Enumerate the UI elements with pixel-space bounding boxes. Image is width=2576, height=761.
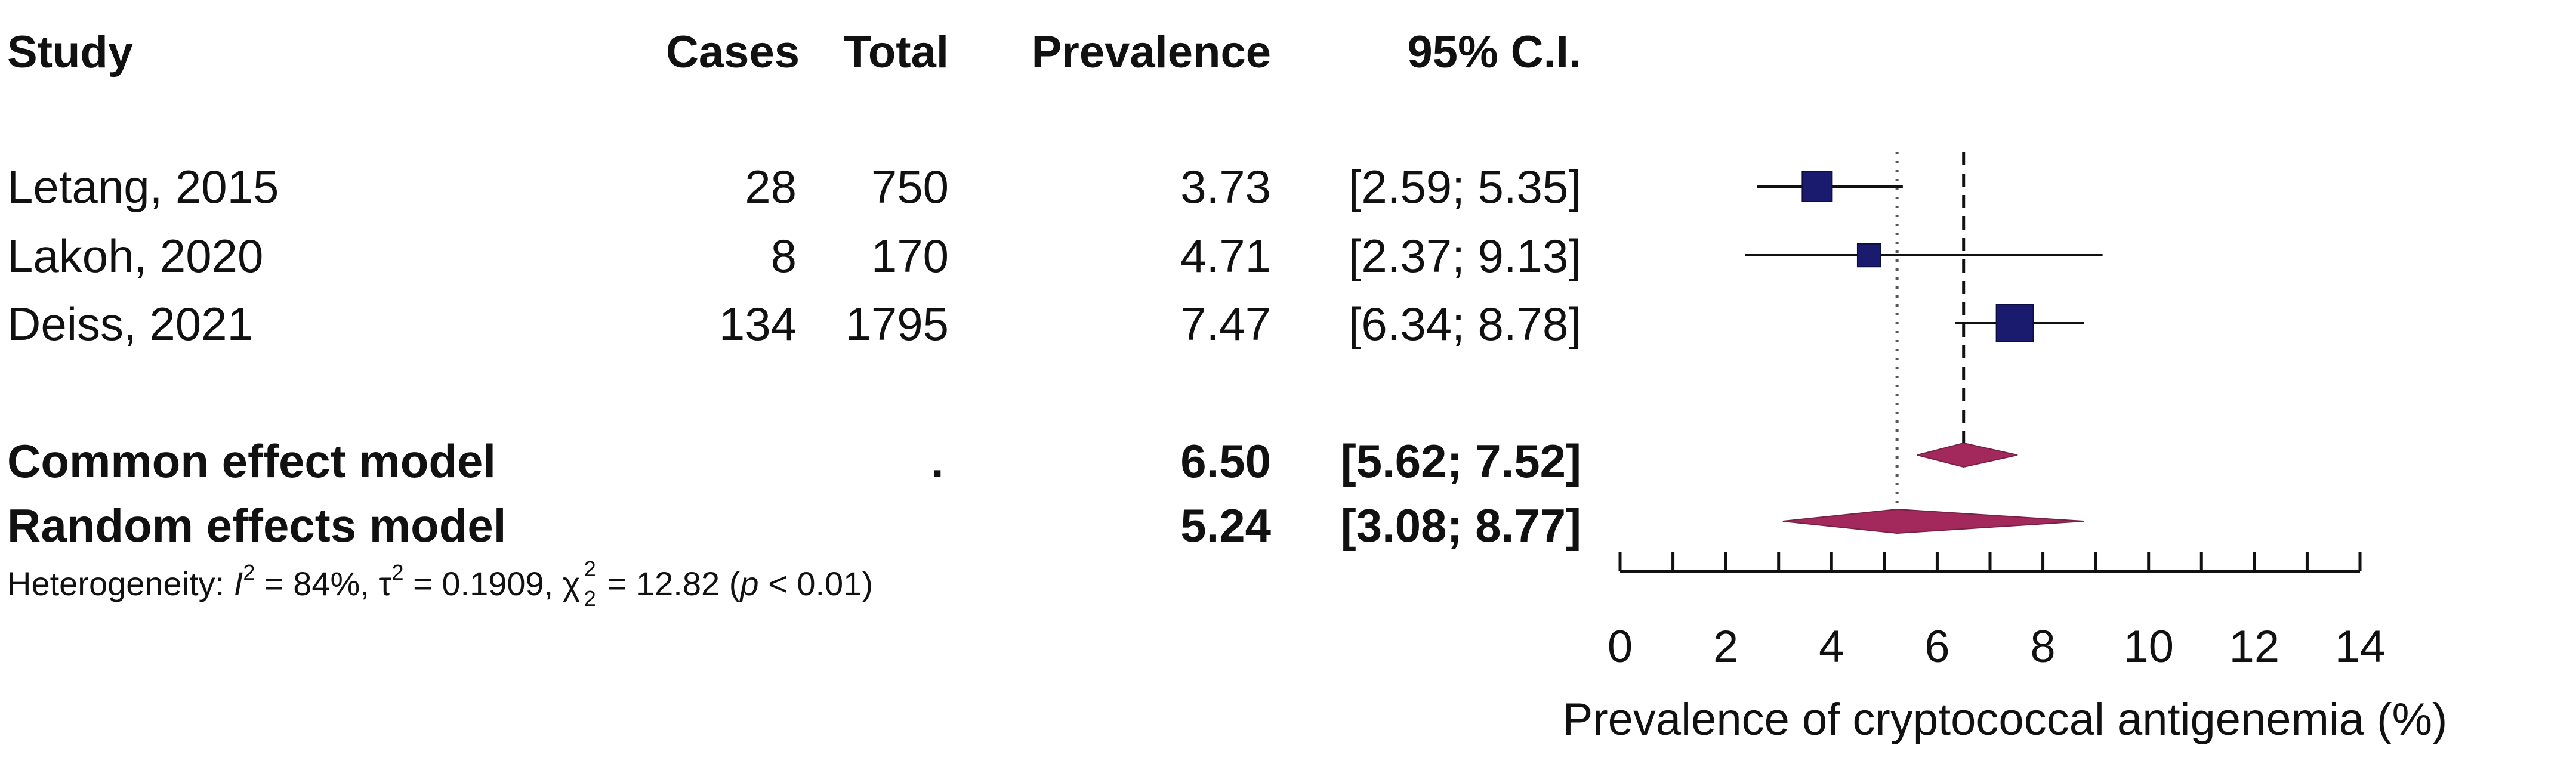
model-prevalence-common: 6.50 [1180,435,1271,487]
hetero-chi-value: = 12.82 ( [598,565,741,602]
study-square [1856,243,1881,268]
hetero-i2-sup: 2 [243,560,255,584]
header-study: Study [7,27,134,78]
study-cases: 8 [770,230,797,282]
x-tick-label: 14 [2335,621,2386,672]
model-prevalence-random: 5.24 [1180,499,1271,552]
hetero-i2-value: = 84%, [255,565,379,602]
model-label-common: Common effect model [7,435,496,487]
study-total: 750 [871,160,949,213]
study-total: 170 [871,230,949,282]
study-cases: 28 [745,160,797,213]
header-total: Total [844,27,949,78]
hetero-tau-value: = 0.1909, [403,565,563,602]
model-ci-common: [5.62; 7.52] [1340,435,1581,487]
x-tick-label: 0 [1608,621,1633,672]
hetero-p-symbol: p [740,565,759,602]
study-prevalence: 4.71 [1180,230,1271,282]
study-cases: 134 [718,298,797,350]
study-ci: [6.34; 8.78] [1348,298,1581,350]
study-name: Deiss, 2021 [7,298,253,350]
hetero-prefix: Heterogeneity: [7,565,234,602]
header-prevalence: Prevalence [1031,27,1271,78]
common-effect-diamond [1917,442,2018,468]
study-name: Letang, 2015 [7,160,279,213]
x-tick-label: 8 [2030,621,2055,672]
study-square [1995,304,2034,342]
study-ci: [2.59; 5.35] [1348,160,1581,213]
x-tick-label: 2 [1713,621,1738,672]
hetero-i2-symbol: I [233,565,243,602]
model-dot-common: . [931,435,944,487]
study-square [1801,171,1833,202]
study-ci: [2.37; 9.13] [1348,230,1581,282]
model-ci-random: [3.08; 8.77] [1340,499,1581,552]
header-cases: Cases [666,27,800,78]
random-effects-diamond [1782,508,2084,534]
x-axis-label: Prevalence of cryptococcal antigenemia (… [1563,694,2448,745]
hetero-tau-symbol: τ [378,565,392,602]
study-prevalence: 3.73 [1180,160,1271,213]
study-total: 1795 [845,298,949,350]
model-label-random: Random effects model [7,499,507,552]
study-name: Lakoh, 2020 [7,230,264,282]
study-prevalence: 7.47 [1180,298,1271,350]
x-tick-label: 10 [2123,621,2174,672]
x-tick-label: 12 [2229,621,2280,672]
hetero-p-value: < 0.01) [758,565,873,602]
header-ci: 95% C.I. [1407,27,1581,78]
hetero-tau-sup: 2 [391,560,404,584]
x-tick-label: 4 [1819,621,1844,672]
x-tick-label: 6 [1924,621,1949,672]
